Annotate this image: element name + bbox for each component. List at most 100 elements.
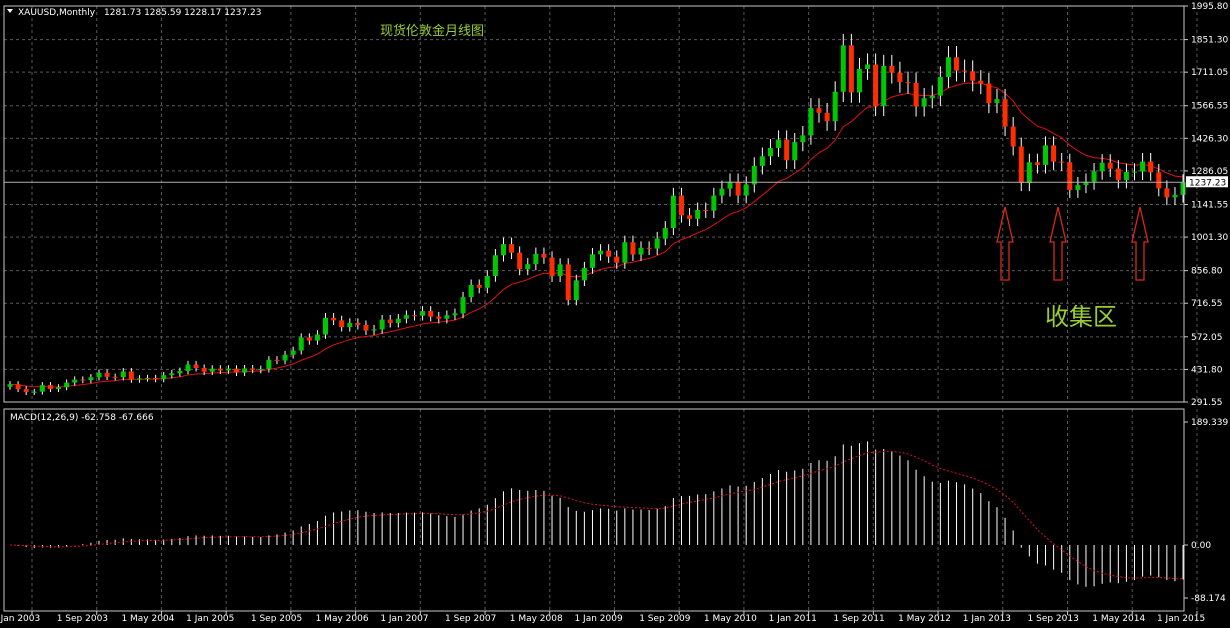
candle-body bbox=[767, 147, 773, 157]
candle-body bbox=[39, 385, 45, 392]
candle-body bbox=[282, 354, 288, 361]
price-tick-label: 1141.55 bbox=[1191, 200, 1228, 210]
candle-body bbox=[719, 188, 725, 196]
candle-body bbox=[120, 371, 126, 378]
candle-body bbox=[31, 391, 37, 393]
candle-body bbox=[492, 255, 498, 276]
time-tick-label: 1 May 2012 bbox=[898, 614, 951, 624]
candle-body bbox=[646, 247, 652, 249]
candle-body bbox=[47, 385, 53, 390]
candle-body bbox=[136, 378, 142, 380]
candle-body bbox=[1140, 161, 1146, 172]
time-tick-label: 1 Sep 2003 bbox=[57, 614, 108, 624]
candle-body bbox=[201, 367, 207, 372]
price-tick-label: 1566.55 bbox=[1191, 102, 1228, 112]
price-tick-label: 856.80 bbox=[1191, 267, 1223, 277]
candle-body bbox=[250, 368, 256, 370]
candle-body bbox=[1059, 161, 1065, 163]
candle-body bbox=[306, 337, 312, 341]
candle-body bbox=[209, 368, 215, 372]
candle-body bbox=[1034, 162, 1040, 165]
dropdown-triangle-icon[interactable] bbox=[7, 9, 13, 13]
candle-body bbox=[889, 65, 895, 73]
candle-body bbox=[23, 389, 29, 393]
candle-body bbox=[242, 368, 248, 373]
time-tick-label: 1 Jan 2003 bbox=[0, 614, 40, 624]
symbol-label: XAUUSD,Monthly bbox=[18, 8, 96, 18]
candle-body bbox=[873, 64, 879, 107]
time-tick-label: 1 Sep 2007 bbox=[445, 614, 496, 624]
time-tick-label: 1 May 2006 bbox=[316, 614, 369, 624]
chart-header: XAUUSD,Monthly 1281.73 1285.59 1228.17 1… bbox=[7, 8, 261, 18]
candle-body bbox=[865, 64, 871, 69]
candle-body bbox=[913, 83, 919, 107]
chart-grid bbox=[4, 6, 1198, 611]
candle-body bbox=[72, 379, 78, 383]
candle-body bbox=[840, 45, 846, 92]
price-tick-label: 1851.30 bbox=[1191, 36, 1228, 46]
candle-body bbox=[549, 257, 555, 277]
time-tick-label: 1 Jan 2005 bbox=[186, 614, 234, 624]
candle-body bbox=[444, 315, 450, 319]
candle-body bbox=[7, 384, 13, 387]
candle-body bbox=[104, 372, 110, 377]
candle-body bbox=[15, 384, 21, 390]
price-tick-label: 716.55 bbox=[1191, 299, 1223, 309]
candle-body bbox=[234, 368, 240, 373]
candle-body bbox=[412, 315, 417, 317]
up-arrow-icon bbox=[996, 206, 1014, 281]
candle-body bbox=[298, 337, 304, 351]
candle-body bbox=[662, 228, 668, 239]
candle-body bbox=[1099, 162, 1105, 172]
candle-body bbox=[476, 285, 482, 288]
candle-body bbox=[436, 316, 442, 319]
candle-body bbox=[808, 108, 814, 136]
candle-body bbox=[1051, 145, 1057, 162]
candle-body bbox=[978, 80, 984, 84]
price-tick-label: 572.05 bbox=[1191, 333, 1223, 343]
signal-line bbox=[9, 450, 1184, 580]
candle-body bbox=[1018, 146, 1024, 184]
candle-body bbox=[161, 375, 167, 380]
candlestick-series bbox=[7, 33, 1186, 396]
candle-body bbox=[970, 71, 976, 81]
candle-body bbox=[954, 57, 960, 71]
time-tick-label: 1 May 2004 bbox=[121, 614, 174, 624]
candle-body bbox=[929, 95, 935, 99]
candle-body bbox=[452, 313, 458, 316]
time-tick-label: 1 May 2010 bbox=[704, 614, 757, 624]
time-tick-label: 1 Sep 2013 bbox=[1028, 614, 1079, 624]
candle-body bbox=[824, 112, 830, 122]
candle-body bbox=[1002, 99, 1008, 127]
candle-body bbox=[962, 70, 968, 72]
candle-body bbox=[339, 320, 345, 328]
candle-body bbox=[1156, 172, 1162, 189]
candle-body bbox=[687, 215, 693, 219]
support-arrows bbox=[996, 206, 1149, 281]
candle-body bbox=[1010, 126, 1016, 147]
candle-body bbox=[638, 247, 644, 255]
candle-body bbox=[96, 372, 102, 378]
candle-body bbox=[670, 195, 676, 229]
candle-body bbox=[1067, 162, 1073, 190]
accumulation-zone-annotation: 收集区 bbox=[1045, 303, 1117, 331]
candle-body bbox=[347, 322, 353, 328]
chart-title-annotation: 现货伦敦金月线图 bbox=[380, 23, 484, 39]
candle-body bbox=[792, 142, 798, 161]
candle-body bbox=[711, 195, 717, 211]
price-tick-label: 1711.05 bbox=[1191, 68, 1228, 78]
candle-body bbox=[509, 244, 515, 253]
candle-body bbox=[258, 369, 264, 371]
candle-body bbox=[217, 368, 223, 371]
candle-body bbox=[800, 135, 806, 143]
candle-body bbox=[153, 377, 159, 380]
time-tick-label: 1 Jan 2013 bbox=[963, 614, 1011, 624]
candle-body bbox=[581, 267, 587, 281]
candle-body bbox=[557, 264, 563, 277]
macd-panel-frame bbox=[3, 408, 1185, 612]
candle-body bbox=[614, 256, 620, 263]
candle-body bbox=[1026, 162, 1032, 184]
candle-body bbox=[64, 382, 70, 388]
time-axis: 1 Jan 2003 1 Sep 2003 1 May 2004 1 Jan 2005… bbox=[0, 611, 1205, 624]
